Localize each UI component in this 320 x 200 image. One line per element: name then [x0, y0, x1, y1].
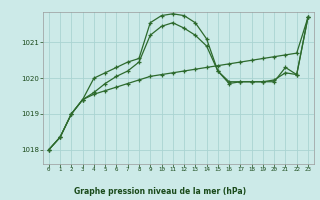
- Text: Graphe pression niveau de la mer (hPa): Graphe pression niveau de la mer (hPa): [74, 187, 246, 196]
